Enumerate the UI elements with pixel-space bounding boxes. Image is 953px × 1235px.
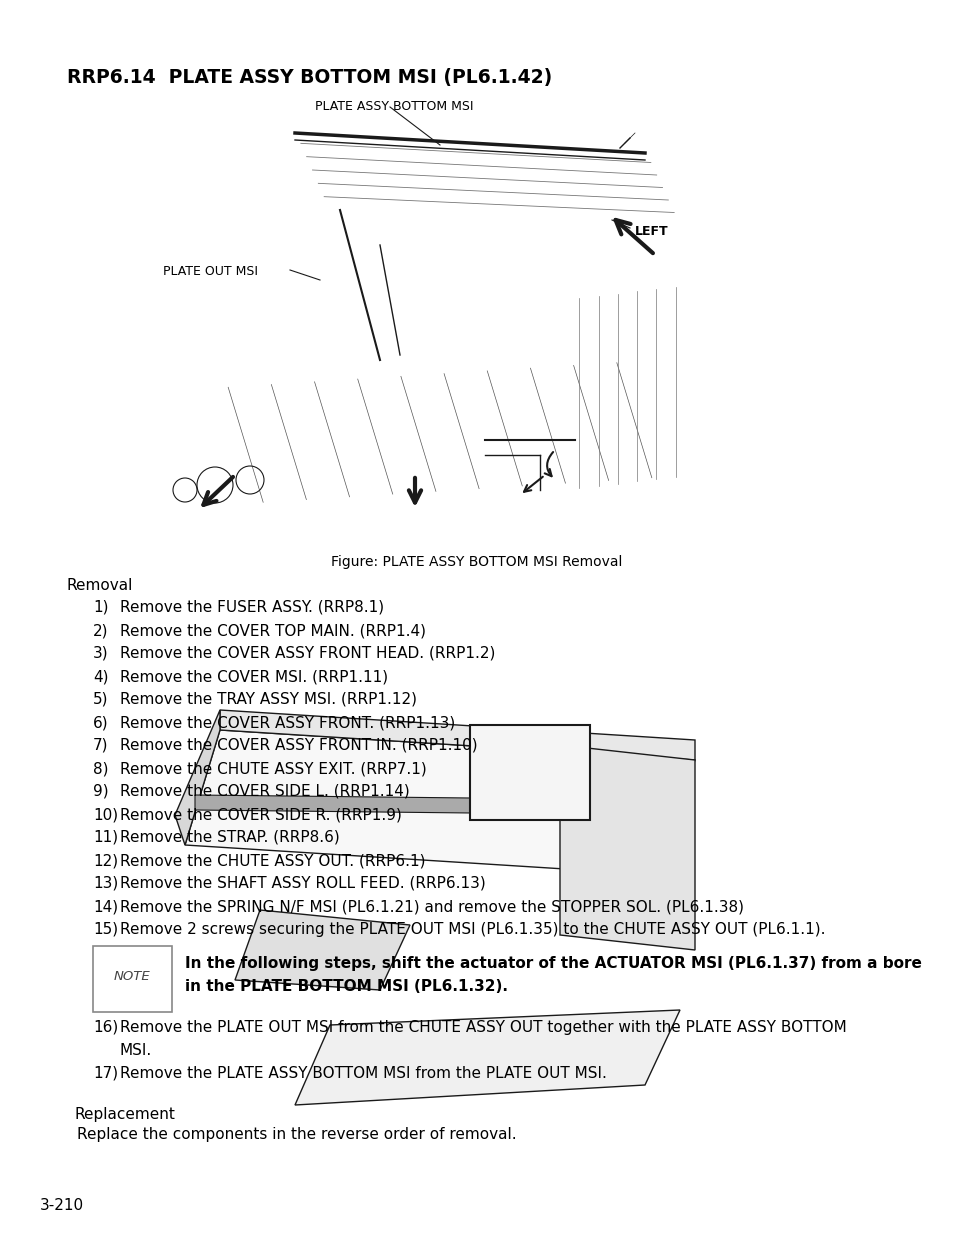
Text: Figure: PLATE ASSY BOTTOM MSI Removal: Figure: PLATE ASSY BOTTOM MSI Removal <box>331 555 622 569</box>
Text: MSI.: MSI. <box>120 1044 152 1058</box>
Text: Remove the COVER TOP MAIN. (RRP1.4): Remove the COVER TOP MAIN. (RRP1.4) <box>120 622 426 638</box>
Polygon shape <box>194 795 655 815</box>
Polygon shape <box>294 1010 679 1105</box>
Text: Remove the STRAP. (RRP8.6): Remove the STRAP. (RRP8.6) <box>120 830 339 845</box>
Text: Remove the PLATE ASSY BOTTOM MSI from the PLATE OUT MSI.: Remove the PLATE ASSY BOTTOM MSI from th… <box>120 1066 606 1081</box>
Text: Remove the COVER MSI. (RRP1.11): Remove the COVER MSI. (RRP1.11) <box>120 669 388 684</box>
Text: 12): 12) <box>92 853 118 868</box>
Text: PLATE OUT MSI: PLATE OUT MSI <box>163 266 257 278</box>
Text: PLATE ASSY BOTTOM MSI: PLATE ASSY BOTTOM MSI <box>314 100 473 112</box>
Text: Remove the SPRING N/F MSI (PL6.1.21) and remove the STOPPER SOL. (PL6.1.38): Remove the SPRING N/F MSI (PL6.1.21) and… <box>120 899 743 914</box>
Text: Replace the components in the reverse order of removal.: Replace the components in the reverse or… <box>77 1128 517 1142</box>
Text: Remove the COVER ASSY FRONT. (RRP1.13): Remove the COVER ASSY FRONT. (RRP1.13) <box>120 715 455 730</box>
Text: 3): 3) <box>92 646 109 661</box>
Text: Remove the TRAY ASSY MSI. (RRP1.12): Remove the TRAY ASSY MSI. (RRP1.12) <box>120 692 416 706</box>
Text: Remove the COVER ASSY FRONT IN. (RRP1.10): Remove the COVER ASSY FRONT IN. (RRP1.10… <box>120 739 477 753</box>
Text: 14): 14) <box>92 899 118 914</box>
Text: RRP6.14  PLATE ASSY BOTTOM MSI (PL6.1.42): RRP6.14 PLATE ASSY BOTTOM MSI (PL6.1.42) <box>67 68 552 86</box>
Text: Remove the COVER SIDE L. (RRP1.14): Remove the COVER SIDE L. (RRP1.14) <box>120 784 410 799</box>
Text: 7): 7) <box>92 739 109 753</box>
Text: Remove 2 screws securing the PLATE OUT MSI (PL6.1.35) to the CHUTE ASSY OUT (PL6: Remove 2 screws securing the PLATE OUT M… <box>120 923 824 937</box>
Text: 16): 16) <box>92 1020 118 1035</box>
Text: Removal: Removal <box>67 578 133 593</box>
Text: 1): 1) <box>92 600 109 615</box>
Text: 11): 11) <box>92 830 118 845</box>
Text: 5): 5) <box>92 692 109 706</box>
Text: in the PLATE BOTTOM MSI (PL6.1.32).: in the PLATE BOTTOM MSI (PL6.1.32). <box>185 979 507 994</box>
Text: 8): 8) <box>92 761 109 776</box>
Text: Remove the COVER ASSY FRONT HEAD. (RRP1.2): Remove the COVER ASSY FRONT HEAD. (RRP1.… <box>120 646 495 661</box>
Text: Remove the SHAFT ASSY ROLL FEED. (RRP6.13): Remove the SHAFT ASSY ROLL FEED. (RRP6.1… <box>120 876 485 890</box>
Text: Remove the PLATE OUT MSI from the CHUTE ASSY OUT together with the PLATE ASSY BO: Remove the PLATE OUT MSI from the CHUTE … <box>120 1020 846 1035</box>
Text: LEFT: LEFT <box>635 225 668 238</box>
Polygon shape <box>174 710 220 845</box>
Polygon shape <box>470 725 589 820</box>
Text: 10): 10) <box>92 806 118 823</box>
Text: 15): 15) <box>92 923 118 937</box>
Text: 6): 6) <box>92 715 109 730</box>
Text: 17): 17) <box>92 1066 118 1081</box>
Polygon shape <box>220 710 695 760</box>
Text: 13): 13) <box>92 876 118 890</box>
FancyBboxPatch shape <box>92 946 172 1011</box>
Text: Remove the CHUTE ASSY OUT. (RRP6.1): Remove the CHUTE ASSY OUT. (RRP6.1) <box>120 853 425 868</box>
Text: 3-210: 3-210 <box>40 1198 84 1213</box>
Polygon shape <box>559 745 695 950</box>
Text: Replacement: Replacement <box>75 1107 175 1123</box>
Text: Remove the FUSER ASSY. (RRP8.1): Remove the FUSER ASSY. (RRP8.1) <box>120 600 384 615</box>
Text: 4): 4) <box>92 669 109 684</box>
Text: NOTE: NOTE <box>114 969 151 983</box>
Text: In the following steps, shift the actuator of the ACTUATOR MSI (PL6.1.37) from a: In the following steps, shift the actuat… <box>185 956 921 971</box>
Text: Remove the COVER SIDE R. (RRP1.9): Remove the COVER SIDE R. (RRP1.9) <box>120 806 401 823</box>
Polygon shape <box>185 730 695 876</box>
Polygon shape <box>234 910 410 990</box>
Text: 2): 2) <box>92 622 109 638</box>
Text: Remove the CHUTE ASSY EXIT. (RRP7.1): Remove the CHUTE ASSY EXIT. (RRP7.1) <box>120 761 426 776</box>
Text: 9): 9) <box>92 784 109 799</box>
